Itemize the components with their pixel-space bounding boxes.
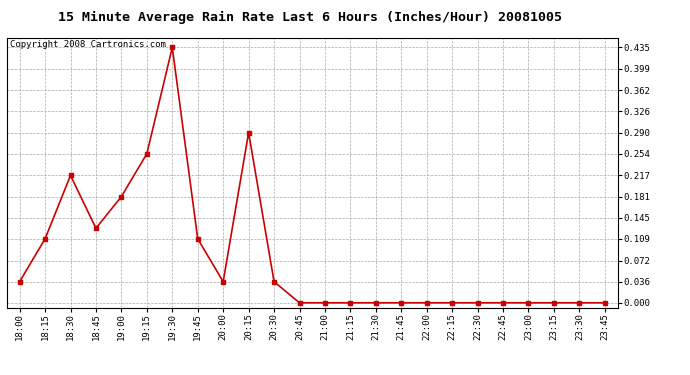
Text: Copyright 2008 Cartronics.com: Copyright 2008 Cartronics.com	[10, 40, 166, 49]
Text: 15 Minute Average Rain Rate Last 6 Hours (Inches/Hour) 20081005: 15 Minute Average Rain Rate Last 6 Hours…	[59, 11, 562, 24]
